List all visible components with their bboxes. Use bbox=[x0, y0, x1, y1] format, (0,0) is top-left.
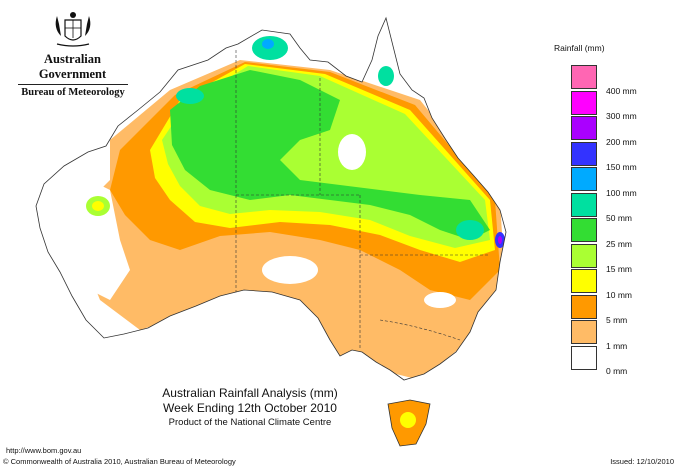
state-borders bbox=[235, 50, 490, 350]
legend-label: 15 mm bbox=[606, 264, 632, 274]
map-title-block: Australian Rainfall Analysis (mm) Week E… bbox=[120, 386, 380, 428]
legend-label: 300 mm bbox=[606, 111, 637, 121]
legend-swatch bbox=[571, 320, 597, 344]
legend-swatch bbox=[571, 90, 597, 115]
dry-sa bbox=[424, 292, 456, 308]
footer-url[interactable]: http://www.bom.gov.au bbox=[6, 446, 82, 455]
bom-logo: Australian Government Bureau of Meteorol… bbox=[10, 10, 135, 98]
rain-50mm-topend bbox=[176, 88, 204, 104]
coastline bbox=[35, 16, 507, 381]
legend-label: 25 mm bbox=[606, 238, 632, 249]
rain-50mm-cape bbox=[378, 66, 394, 86]
legend-label: 5 mm bbox=[606, 315, 628, 325]
map-subtitle: Week Ending 12th October 2010 bbox=[163, 401, 337, 415]
map-credit: Product of the National Climate Centre bbox=[168, 417, 332, 428]
legend-label: 150 mm bbox=[606, 162, 637, 172]
legend-swatch bbox=[571, 141, 597, 166]
legend-swatch bbox=[571, 294, 597, 319]
legend-swatch bbox=[571, 345, 597, 370]
legend-swatch bbox=[571, 192, 597, 217]
government-label: Australian Government bbox=[38, 52, 107, 81]
rain-50mm-east bbox=[456, 220, 484, 240]
legend-label: 10 mm bbox=[606, 289, 632, 300]
rain-100mm bbox=[262, 39, 274, 49]
footer-issued: Issued: 12/10/2010 bbox=[610, 457, 674, 466]
legend-label: 200 mm bbox=[606, 136, 637, 147]
legend-label: 0 mm bbox=[606, 366, 628, 376]
dry-qld bbox=[338, 134, 366, 170]
legend-label: 400 mm bbox=[606, 85, 637, 96]
coat-of-arms-icon bbox=[55, 12, 90, 47]
rain-200mm bbox=[498, 236, 502, 244]
legend-swatch bbox=[571, 243, 597, 268]
legend-label: 50 mm bbox=[606, 213, 632, 223]
legend-swatch bbox=[571, 167, 597, 191]
legend-swatch bbox=[571, 65, 597, 89]
legend-swatch bbox=[571, 218, 597, 242]
legend-label: 1 mm bbox=[606, 340, 628, 351]
bureau-label: Bureau of Meteorology bbox=[18, 84, 128, 98]
legend-title: Rainfall (mm) bbox=[554, 43, 605, 53]
legend-label: 100 mm bbox=[606, 187, 637, 198]
tasmania-10mm bbox=[400, 412, 416, 428]
rain-10mm-wa-ring bbox=[92, 201, 104, 211]
map-title: Australian Rainfall Analysis (mm) bbox=[162, 386, 338, 400]
legend-swatch bbox=[571, 116, 597, 140]
rain-25mm-zone bbox=[170, 70, 490, 240]
legend-swatch bbox=[571, 269, 597, 293]
dry-interior bbox=[262, 256, 318, 284]
footer-copyright: © Commonwealth of Australia 2010, Austra… bbox=[3, 457, 236, 466]
